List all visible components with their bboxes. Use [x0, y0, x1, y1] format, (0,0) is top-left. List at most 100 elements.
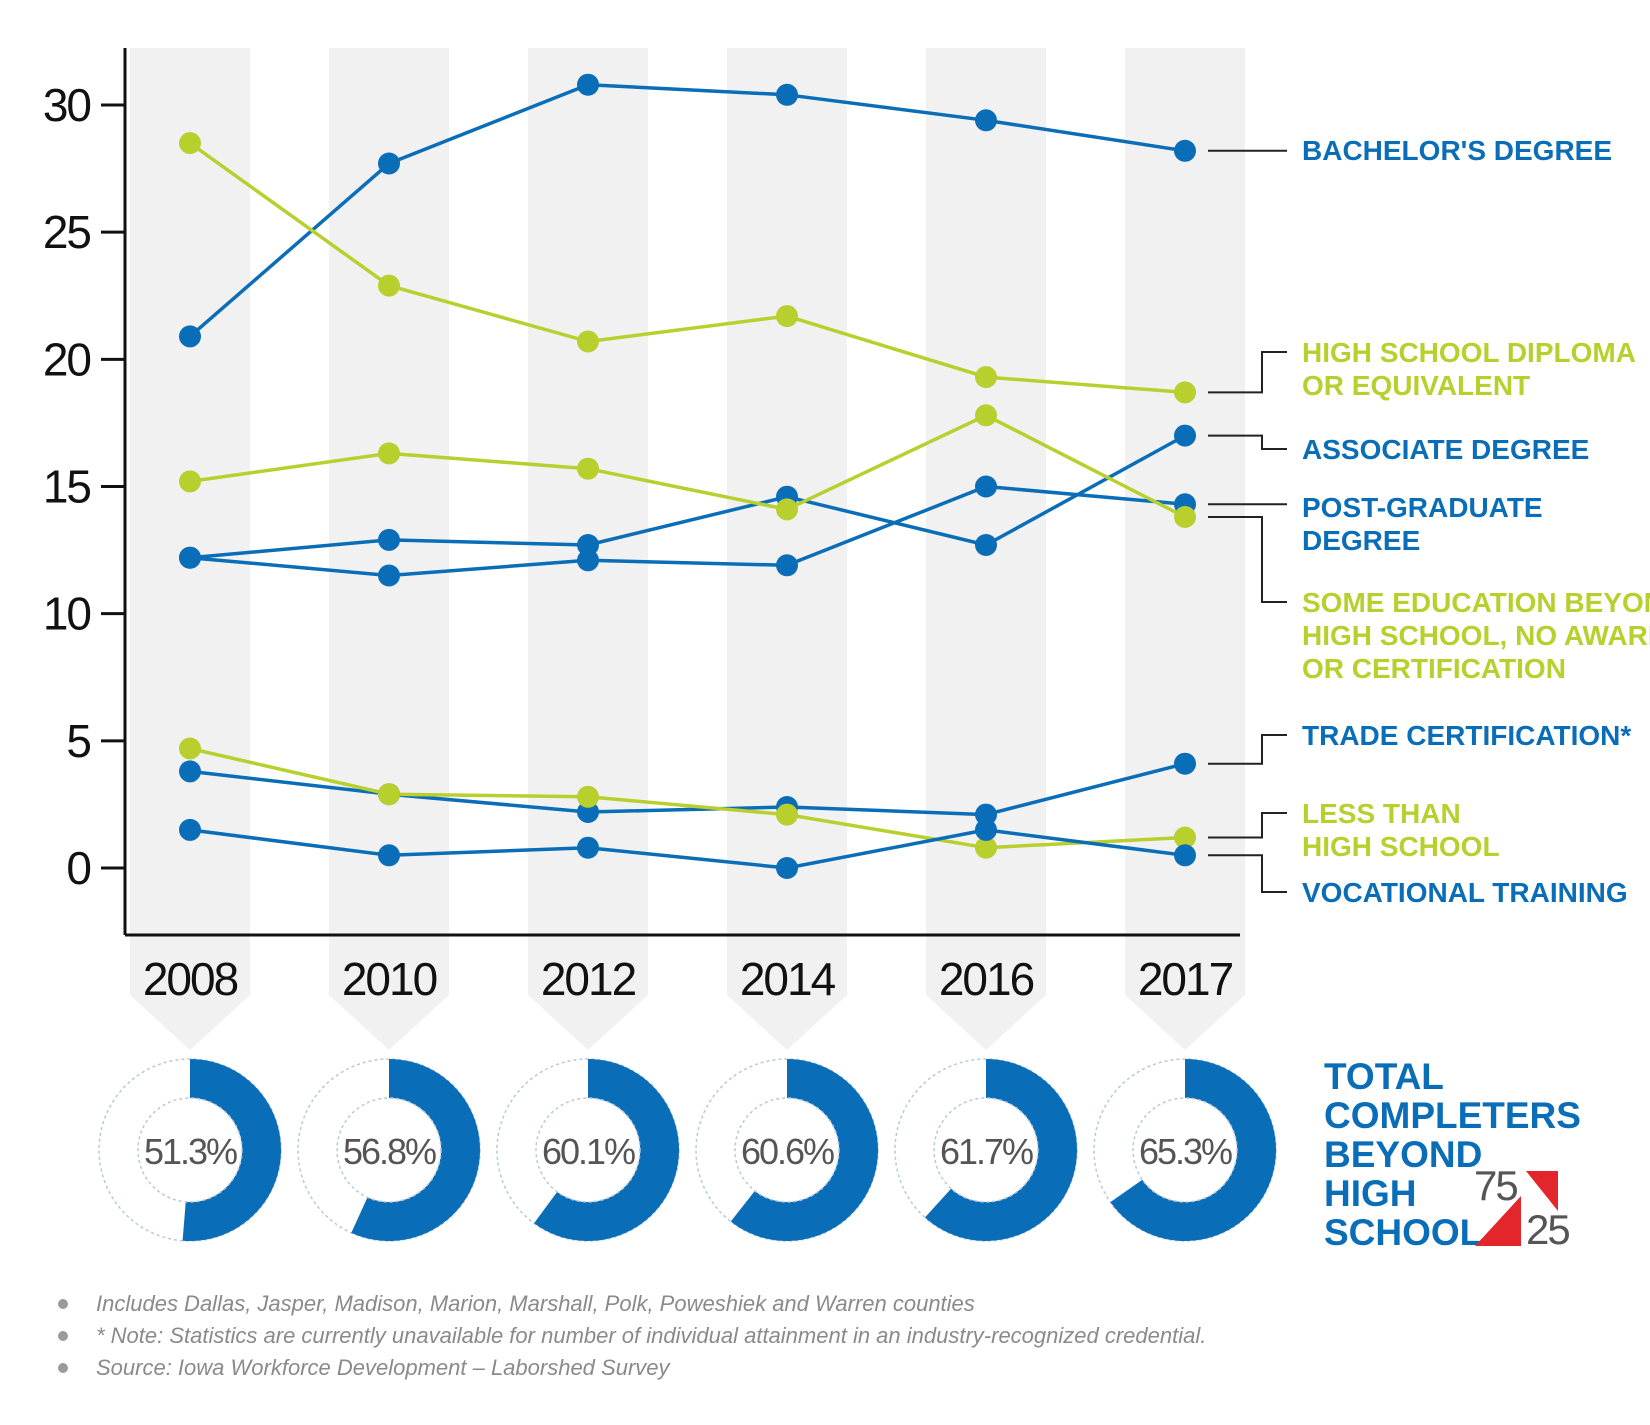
data-point — [975, 836, 997, 859]
data-point — [378, 528, 400, 551]
data-point — [1174, 844, 1196, 867]
x-tick-label: 2014 — [740, 953, 836, 1005]
goal-red-triangle — [1526, 1171, 1558, 1211]
donut-hole — [933, 1097, 1039, 1203]
x-tick-label: 2016 — [939, 953, 1034, 1005]
y-tick-label: 15 — [43, 461, 91, 513]
footnote-text: Source: Iowa Workforce Development – Lab… — [96, 1355, 670, 1380]
y-tick-label: 30 — [43, 79, 91, 131]
data-point — [975, 475, 997, 498]
leader-line — [1208, 434, 1287, 450]
series-line — [189, 484, 1186, 578]
data-point — [1174, 381, 1196, 404]
footnote-text: Includes Dallas, Jasper, Madison, Marion… — [96, 1291, 975, 1316]
data-point — [776, 305, 798, 328]
leader-line — [1208, 734, 1287, 765]
year-arrow — [329, 935, 449, 1050]
series-label: BACHELOR'S DEGREE — [1302, 135, 1612, 166]
data-point — [776, 803, 798, 826]
series-label: POST-GRADUATE — [1302, 492, 1543, 523]
donut-row: 51.3% 56.8% 60.1% 60.6% 61.7% 65.3% — [98, 1058, 1277, 1242]
footnote-item: Includes Dallas, Jasper, Madison, Marion… — [58, 1288, 1558, 1320]
data-point — [776, 554, 798, 577]
donut-hole — [535, 1097, 641, 1203]
donut-value-label: 60.6% — [741, 1131, 834, 1172]
series-line — [189, 762, 1186, 817]
leader-line — [1208, 812, 1287, 839]
data-point — [975, 366, 997, 389]
column-band — [1125, 48, 1245, 935]
year-arrow — [926, 935, 1046, 1050]
year-arrow — [130, 935, 250, 1050]
year-arrow — [727, 935, 847, 1050]
data-point — [378, 442, 400, 465]
series-line — [188, 141, 1186, 395]
donut-hole — [734, 1097, 840, 1203]
y-tick-label: 10 — [43, 588, 91, 640]
data-point — [776, 857, 798, 879]
goal-bottom-number: 25 — [1526, 1206, 1569, 1253]
data-point — [179, 325, 201, 348]
data-point — [577, 330, 599, 353]
leader-line — [1208, 351, 1287, 394]
total-label-line: HIGH — [1324, 1173, 1417, 1214]
x-tick-label: 2017 — [1138, 953, 1233, 1005]
bullet-icon — [58, 1363, 68, 1373]
data-point — [179, 760, 201, 783]
total-label-line: SCHOOL = — [1324, 1212, 1514, 1253]
data-point — [179, 132, 201, 155]
series-line — [189, 746, 1186, 850]
series-lines — [188, 82, 1186, 870]
data-point — [179, 737, 201, 760]
data-point — [577, 534, 599, 556]
donut-segment — [351, 1059, 480, 1241]
data-point — [179, 470, 201, 493]
data-point — [378, 783, 400, 806]
data-point — [577, 549, 599, 572]
year-arrow — [528, 935, 648, 1050]
data-point — [975, 818, 997, 841]
y-axis: 0 5 10 15 20 25 30 — [43, 48, 1240, 937]
y-tick-label: 20 — [43, 333, 91, 385]
donut-segment — [730, 1059, 878, 1241]
data-point — [776, 83, 798, 106]
y-tick-label: 25 — [43, 206, 91, 258]
series-label: ASSOCIATE DEGREE — [1302, 434, 1589, 465]
data-point — [1174, 826, 1196, 849]
data-point — [776, 498, 798, 521]
year-arrow — [1125, 935, 1245, 1050]
data-point — [975, 803, 997, 826]
donut-hole — [137, 1097, 243, 1203]
donut-segment — [182, 1059, 281, 1241]
total-label-line: COMPLETERS — [1324, 1095, 1581, 1136]
series-label: DEGREE — [1302, 525, 1420, 556]
donut-segment — [924, 1059, 1077, 1241]
series-label: HIGH SCHOOL, NO AWARD — [1302, 620, 1650, 651]
data-point — [378, 152, 400, 175]
data-point — [577, 457, 599, 480]
series-label: VOCATIONAL TRAINING — [1302, 877, 1628, 908]
data-point — [577, 785, 599, 808]
donut-value-label: 65.3% — [1139, 1131, 1232, 1172]
series-label: OR CERTIFICATION — [1302, 653, 1566, 684]
data-point — [577, 801, 599, 823]
donut-value-label: 51.3% — [144, 1131, 237, 1172]
data-point — [975, 534, 997, 556]
bullet-icon — [58, 1331, 68, 1341]
footnote-item: * Note: Statistics are currently unavail… — [58, 1320, 1558, 1352]
donut-value-label: 61.7% — [940, 1131, 1033, 1172]
donut-value-label: 56.8% — [343, 1131, 436, 1172]
series-line — [188, 82, 1186, 338]
series-label: OR EQUIVALENT — [1302, 370, 1530, 401]
x-tick-label: 2008 — [143, 953, 238, 1005]
series-label: HIGH SCHOOL DIPLOMA — [1302, 337, 1636, 368]
data-point — [378, 274, 400, 297]
x-tick-label: 2010 — [342, 953, 437, 1005]
data-point — [1174, 506, 1196, 528]
series-label: TRADE CERTIFICATION* — [1302, 720, 1631, 751]
leader-line — [1208, 516, 1287, 603]
data-point — [975, 109, 997, 132]
